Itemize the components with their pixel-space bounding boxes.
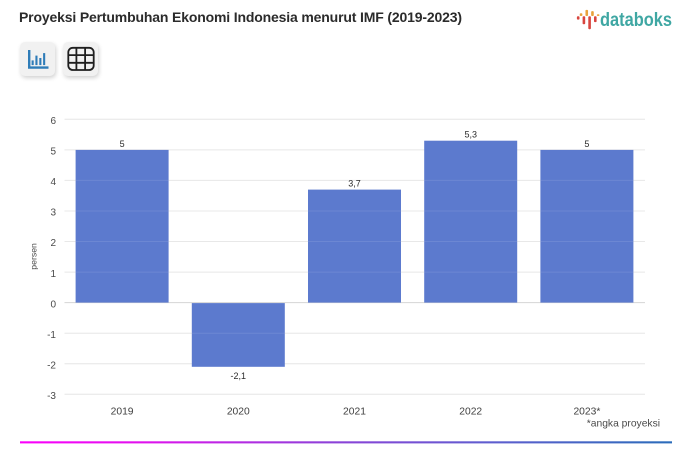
svg-text:2021: 2021 — [343, 407, 366, 418]
svg-text:-2: -2 — [47, 360, 56, 371]
svg-text:5: 5 — [50, 147, 56, 158]
svg-text:4: 4 — [50, 177, 56, 188]
svg-text:-1: -1 — [47, 330, 56, 341]
svg-text:databoks: databoks — [600, 10, 672, 31]
svg-text:5,3: 5,3 — [464, 130, 477, 140]
svg-text:6: 6 — [50, 116, 56, 127]
svg-text:0: 0 — [50, 299, 56, 310]
svg-text:5: 5 — [584, 139, 589, 149]
svg-text:2019: 2019 — [111, 407, 134, 418]
svg-text:5: 5 — [120, 139, 125, 149]
svg-text:3: 3 — [50, 208, 56, 219]
svg-text:2020: 2020 — [227, 407, 250, 418]
svg-text:-2,1: -2,1 — [231, 371, 247, 381]
svg-text:2: 2 — [50, 238, 56, 249]
svg-text:persen: persen — [28, 243, 38, 270]
svg-text:-3: -3 — [47, 391, 56, 402]
svg-text:2023*: 2023* — [573, 407, 600, 418]
svg-text:3,7: 3,7 — [348, 179, 361, 189]
svg-text:2022: 2022 — [459, 407, 482, 418]
svg-text:1: 1 — [50, 269, 56, 280]
svg-text:*angka proyeksi: *angka proyeksi — [587, 419, 660, 430]
